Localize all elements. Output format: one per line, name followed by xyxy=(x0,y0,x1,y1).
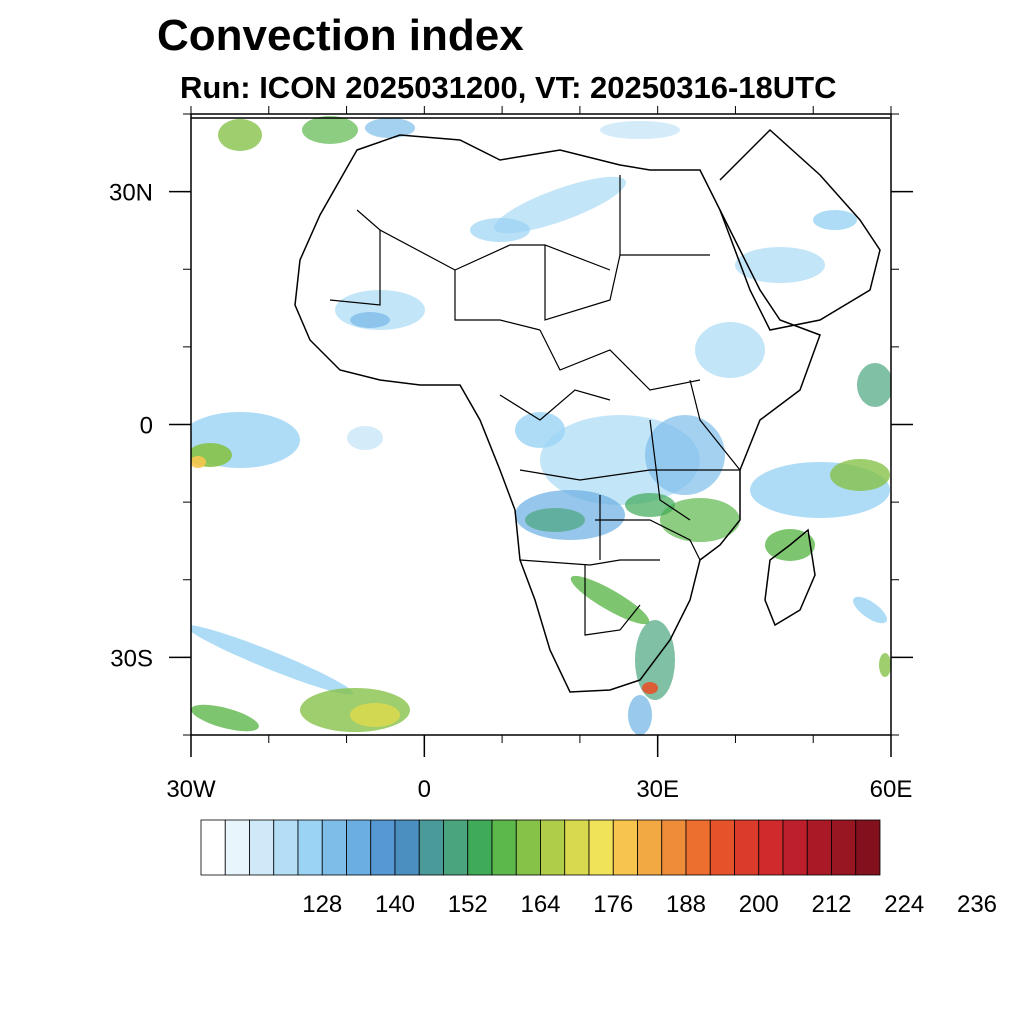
convection-patch xyxy=(600,121,680,139)
border-line xyxy=(689,379,741,471)
border-line xyxy=(544,245,710,321)
colorbar-swatch xyxy=(540,819,566,876)
convection-patch xyxy=(857,363,891,407)
convection-patch xyxy=(350,703,400,727)
madagascar-coastline xyxy=(764,528,816,627)
lon-tick-label: 60E xyxy=(870,776,913,803)
border-line xyxy=(595,519,701,561)
convection-patch xyxy=(830,459,890,491)
colorbar xyxy=(200,819,881,876)
convection-patch xyxy=(645,415,725,495)
convection-patch xyxy=(350,312,390,328)
convection-patch xyxy=(191,625,354,695)
axis-ticks xyxy=(169,106,913,757)
border-line xyxy=(356,209,611,271)
axis-tick-labels: 30W 0 30E 60E 30N 0 30S xyxy=(109,180,912,803)
colorbar-label: 164 xyxy=(520,891,560,918)
border-line xyxy=(499,389,611,421)
colorbar-swatch xyxy=(661,819,687,876)
lon-tick-label: 30W xyxy=(166,776,216,803)
africa-coastline xyxy=(294,134,821,693)
colorbar-label: 212 xyxy=(811,891,851,918)
convection-patch xyxy=(218,119,262,151)
colorbar-swatch xyxy=(782,819,808,876)
convection-patch xyxy=(302,116,358,144)
convection-patch xyxy=(852,596,888,624)
colorbar-swatch xyxy=(806,819,832,876)
convection-patch xyxy=(365,118,415,138)
convection-patch xyxy=(695,322,765,378)
colorbar-label: 152 xyxy=(448,891,488,918)
colorbar-swatch xyxy=(612,819,638,876)
colorbar-swatch xyxy=(418,819,444,876)
convection-patch xyxy=(628,695,652,735)
colorbar-swatch xyxy=(831,819,857,876)
border-line xyxy=(329,230,381,306)
convection-patch xyxy=(879,653,891,677)
arabia-coastline xyxy=(719,128,881,331)
convection-patch xyxy=(525,508,585,532)
convection-patch xyxy=(735,247,825,283)
colorbar-swatch xyxy=(491,819,517,876)
country-borders xyxy=(329,175,741,636)
border-line xyxy=(519,469,740,481)
lon-tick-label: 30E xyxy=(636,776,679,803)
border-line xyxy=(454,270,541,331)
colorbar-swatch xyxy=(709,819,735,876)
colorbar-label: 140 xyxy=(375,891,415,918)
lat-tick-label: 0 xyxy=(140,413,153,440)
colorbar-swatch xyxy=(588,819,614,876)
colorbar-label: 188 xyxy=(666,891,706,918)
convection-patch xyxy=(493,176,627,234)
border-line xyxy=(584,565,641,636)
colorbar-label: 200 xyxy=(739,891,779,918)
convection-patch xyxy=(625,493,675,517)
map-title: Convection index xyxy=(157,11,524,60)
convection-patch xyxy=(191,704,259,732)
colorbar-swatch xyxy=(758,819,784,876)
colorbar-swatch xyxy=(249,819,275,876)
lat-tick-label: 30N xyxy=(109,180,153,207)
map-subtitle: Run: ICON 2025031200, VT: 20250316-18UTC xyxy=(180,70,837,105)
colorbar-swatch xyxy=(467,819,493,876)
colorbar-swatch xyxy=(394,819,420,876)
colorbar-swatch xyxy=(346,819,372,876)
colorbar-swatch xyxy=(200,819,226,876)
colorbar-labels: 128 140 152 164 176 188 200 212 224 236 xyxy=(302,891,997,918)
colorbar-swatch xyxy=(297,819,323,876)
colorbar-swatch xyxy=(370,819,396,876)
border-line xyxy=(539,329,701,391)
colorbar-label: 176 xyxy=(593,891,633,918)
border-line xyxy=(649,419,691,521)
colorbar-swatch xyxy=(321,819,347,876)
border-line xyxy=(519,559,660,566)
colorbar-label: 236 xyxy=(957,891,997,918)
convection-patch xyxy=(470,218,530,242)
colorbar-swatch xyxy=(515,819,541,876)
colorbar-swatch xyxy=(685,819,711,876)
colorbar-swatch xyxy=(224,819,250,876)
colorbar-swatch xyxy=(734,819,760,876)
colorbar-label: 128 xyxy=(302,891,342,918)
coastlines xyxy=(191,117,890,693)
colorbar-swatch xyxy=(637,819,663,876)
lon-tick-label: 0 xyxy=(418,776,431,803)
colorbar-swatch xyxy=(855,819,881,876)
colorbar-swatch xyxy=(443,819,469,876)
colorbar-label: 224 xyxy=(884,891,924,918)
convection-patch xyxy=(813,210,857,230)
colorbar-swatch xyxy=(273,819,299,876)
lat-tick-label: 30S xyxy=(110,645,153,672)
convection-patch xyxy=(570,575,650,625)
colorbar-swatch xyxy=(564,819,590,876)
convection-patch xyxy=(191,456,206,468)
convection-shading xyxy=(191,116,891,735)
convection-patch xyxy=(515,412,565,448)
convection-patch xyxy=(660,498,740,542)
convection-patch xyxy=(642,682,658,694)
convection-patch xyxy=(347,426,383,450)
